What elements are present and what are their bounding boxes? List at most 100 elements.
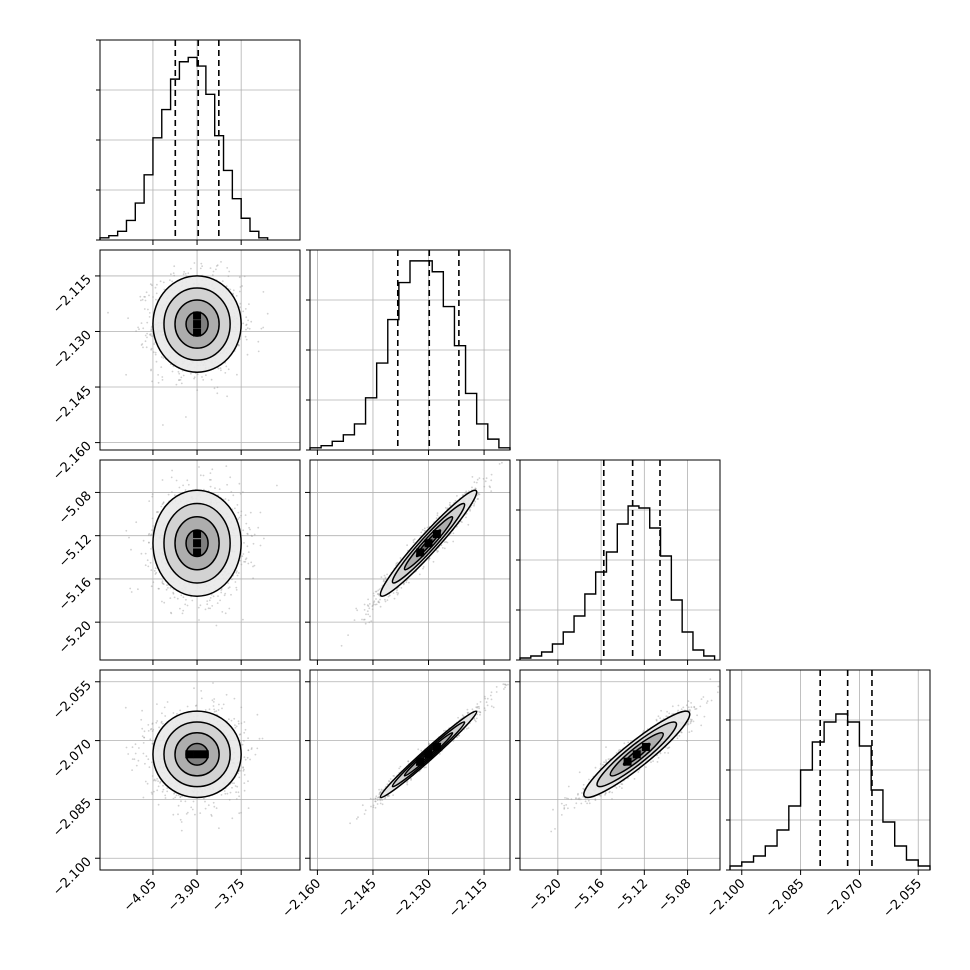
sample-point <box>245 557 248 560</box>
sample-point <box>428 558 430 561</box>
sample-point <box>467 490 470 492</box>
sample-point <box>242 529 245 532</box>
sample-point <box>246 756 249 759</box>
sample-point <box>161 581 164 584</box>
sample-point <box>199 812 202 814</box>
sample-point <box>213 710 216 713</box>
sample-point <box>174 494 176 497</box>
sample-point <box>220 369 222 372</box>
sample-point <box>242 618 244 621</box>
sample-point <box>236 373 238 376</box>
density-peak <box>193 529 202 538</box>
sample-point <box>347 634 349 636</box>
sample-point <box>247 562 250 565</box>
sample-point <box>377 593 380 595</box>
sample-point <box>399 557 402 559</box>
sample-point <box>249 511 252 514</box>
sample-point <box>408 581 410 584</box>
sample-point <box>239 302 242 305</box>
contour-line <box>185 311 209 337</box>
sample-point <box>107 311 109 314</box>
sample-point <box>179 379 182 381</box>
sample-point <box>461 521 463 523</box>
sample-point <box>262 326 265 329</box>
contour-line <box>152 275 242 373</box>
sample-point <box>237 791 240 794</box>
sample-point <box>242 310 245 313</box>
sample-point <box>209 267 212 269</box>
sample-point <box>194 813 196 816</box>
histogram-step <box>99 56 269 240</box>
sample-point <box>140 552 143 555</box>
sample-point <box>148 312 151 314</box>
sample-point <box>217 595 219 597</box>
sample-point <box>396 589 398 592</box>
sample-point <box>158 726 161 729</box>
sample-point <box>371 608 374 611</box>
sample-point <box>206 603 209 606</box>
contour-line <box>163 502 231 584</box>
sample-point <box>187 272 190 275</box>
sample-point <box>162 583 165 585</box>
sample-point <box>372 601 375 604</box>
sample-point <box>372 604 374 607</box>
sample-point <box>138 747 140 749</box>
sample-point <box>153 790 155 793</box>
sample-point <box>246 327 249 329</box>
sample-point <box>257 350 260 353</box>
sample-point <box>251 535 254 537</box>
sample-point <box>153 343 156 345</box>
sample-point <box>151 742 154 745</box>
sample-point <box>196 373 199 376</box>
sample-point <box>444 506 447 509</box>
sample-point <box>395 562 398 565</box>
sample-point <box>216 386 219 389</box>
sample-point <box>210 479 212 481</box>
sample-point <box>192 800 195 803</box>
sample-point <box>233 241 235 243</box>
sample-point <box>154 353 157 356</box>
sample-point <box>147 308 149 311</box>
sample-point <box>160 366 163 368</box>
sample-point <box>230 491 233 493</box>
contour-line <box>174 299 220 349</box>
sample-point <box>177 370 180 373</box>
sample-point <box>224 498 227 500</box>
sample-point <box>177 804 180 807</box>
sample-point <box>186 604 189 607</box>
sample-point <box>140 322 143 324</box>
sample-point <box>366 604 369 607</box>
sample-point <box>152 296 154 298</box>
sample-point <box>373 600 376 603</box>
sample-point <box>150 328 153 331</box>
x-tick-label: −2.100 <box>704 876 749 921</box>
density-peak <box>424 539 433 548</box>
sample-point <box>153 779 155 782</box>
sample-point <box>184 603 187 606</box>
sample-point <box>150 326 153 329</box>
sample-point <box>172 797 175 800</box>
sample-point <box>377 600 380 603</box>
sample-point <box>157 803 160 806</box>
panel-content <box>310 460 510 660</box>
sample-point <box>151 761 153 764</box>
sample-point <box>140 718 143 721</box>
sample-point <box>198 466 200 468</box>
sample-point <box>151 529 153 531</box>
y-tick-label: −2.145 <box>50 383 95 428</box>
sample-point <box>180 376 183 379</box>
sample-point <box>204 608 207 611</box>
sample-point <box>239 286 242 288</box>
sample-point <box>161 376 164 378</box>
sample-point <box>154 286 157 289</box>
sample-point <box>125 373 127 376</box>
sample-point <box>179 607 181 610</box>
scatter-panel-1-2 <box>305 459 511 665</box>
sample-point <box>147 730 150 732</box>
sample-point <box>169 279 171 281</box>
sample-point <box>386 573 388 576</box>
sample-point <box>436 512 439 514</box>
sample-point <box>454 499 457 502</box>
sample-point <box>231 782 234 784</box>
sample-point <box>238 482 241 485</box>
